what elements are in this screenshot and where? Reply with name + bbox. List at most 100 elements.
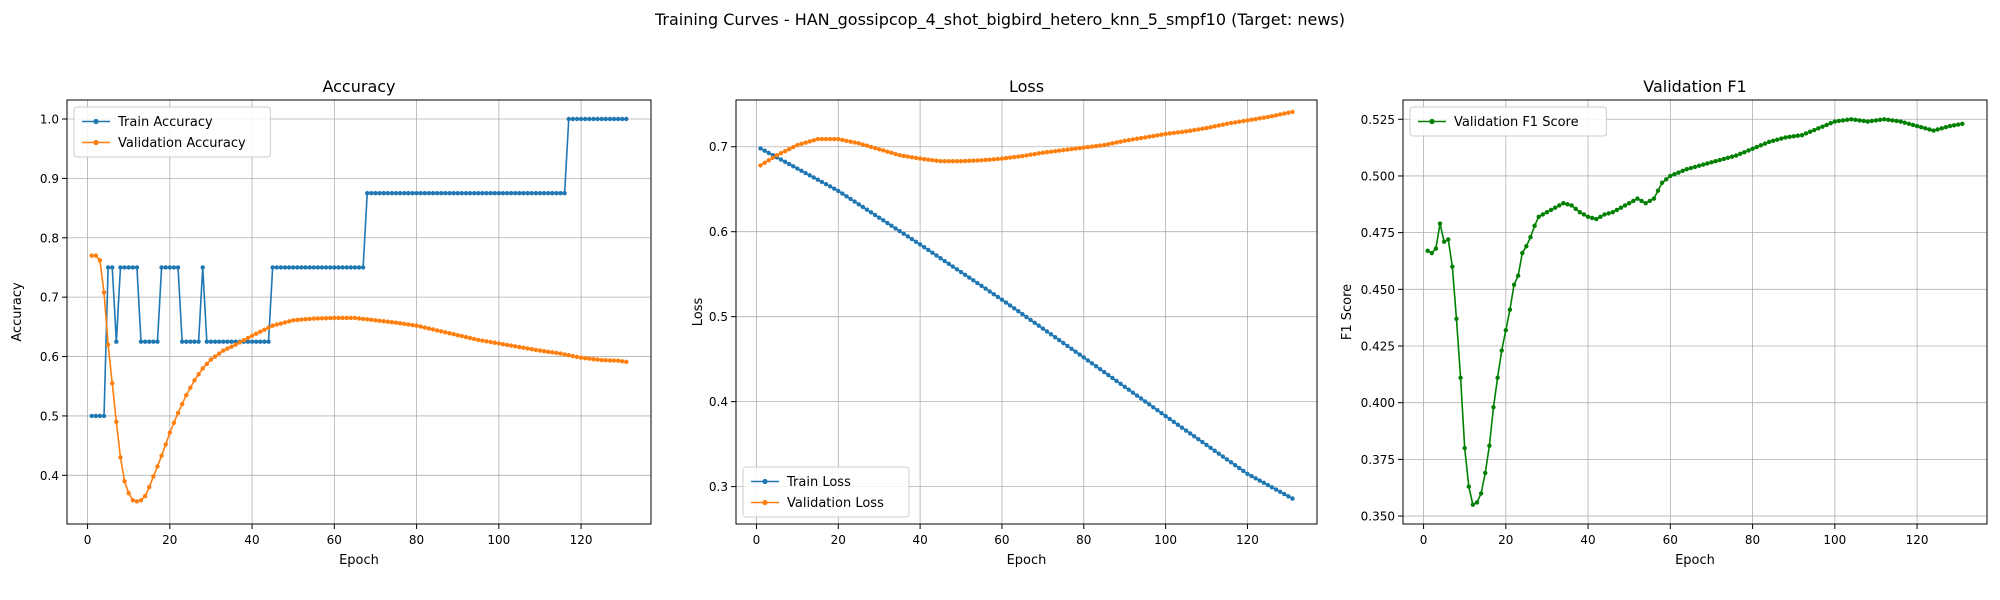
data-point [795, 166, 800, 171]
y-tick-label: 1.0 [40, 113, 59, 127]
data-point [1265, 114, 1271, 120]
data-point [868, 210, 874, 215]
data-point [836, 188, 841, 194]
data-point [245, 335, 251, 341]
data-point [340, 265, 345, 270]
data-point [782, 148, 788, 154]
data-point [1631, 198, 1636, 204]
data-point [566, 353, 571, 358]
data-point [979, 158, 984, 163]
data-point [1036, 323, 1041, 328]
data-point [1738, 151, 1743, 157]
data-point [1507, 307, 1513, 312]
data-point [1635, 196, 1640, 201]
data-point [1118, 381, 1123, 387]
data-point [786, 161, 792, 167]
data-point [1466, 484, 1472, 489]
data-point [1044, 329, 1050, 334]
data-point [537, 191, 543, 196]
data-point [1253, 476, 1258, 481]
data-point [184, 339, 189, 344]
data-point [975, 280, 980, 286]
data-point [1429, 250, 1434, 256]
data-point [1138, 396, 1144, 401]
data-point [319, 265, 325, 270]
data-point [93, 413, 98, 419]
data-point [1425, 248, 1430, 253]
y-tick-label: 0.6 [709, 225, 728, 239]
data-point [811, 175, 816, 180]
data-point [1791, 134, 1796, 139]
data-point [1261, 480, 1267, 486]
data-point [832, 186, 837, 191]
data-point [599, 116, 604, 122]
data-point [1163, 131, 1168, 137]
data-point [447, 331, 452, 336]
data-point [864, 143, 870, 148]
data-point [1159, 132, 1164, 137]
data-point [1692, 164, 1698, 170]
data-point [799, 168, 804, 173]
data-point [525, 191, 530, 196]
data-point [1187, 431, 1193, 436]
data-point [603, 358, 608, 363]
data-point [1511, 282, 1517, 287]
data-point [1269, 113, 1275, 119]
data-point [459, 191, 465, 196]
data-point [1627, 200, 1632, 206]
data-point [410, 191, 415, 196]
data-point [533, 191, 539, 196]
data-point [1803, 131, 1809, 136]
data-point [595, 116, 600, 122]
data-point [1282, 491, 1287, 497]
data-point [877, 215, 882, 220]
data-point [1783, 135, 1788, 140]
data-point [566, 116, 571, 122]
x-tick-label: 60 [1663, 533, 1678, 547]
data-point [558, 351, 563, 356]
data-point [930, 157, 935, 163]
data-point [521, 345, 526, 350]
data-point [1277, 489, 1283, 494]
data-point [803, 140, 808, 145]
data-point [1245, 118, 1250, 123]
data-point [1865, 119, 1870, 124]
data-point [414, 191, 419, 196]
data-point [344, 265, 349, 270]
data-point [1069, 346, 1074, 351]
data-point [1016, 309, 1021, 314]
data-point [1557, 203, 1562, 208]
data-point [426, 326, 432, 331]
data-point [216, 339, 222, 344]
data-point [1093, 143, 1099, 149]
data-point [1515, 273, 1521, 278]
data-point [1065, 343, 1070, 349]
data-point [885, 220, 890, 226]
data-point [439, 329, 444, 334]
data-point [1036, 151, 1041, 156]
data-point [1126, 387, 1131, 392]
data-point [1947, 123, 1953, 129]
data-point [1048, 149, 1054, 154]
data-point [1828, 121, 1833, 126]
data-point [1820, 124, 1825, 129]
data-point [922, 156, 927, 162]
data-point [163, 442, 168, 447]
data-point [1241, 468, 1246, 474]
data-point [1147, 134, 1152, 139]
data-point [1241, 118, 1246, 124]
data-point [1228, 460, 1234, 465]
chart-title: Validation F1 [1643, 77, 1746, 96]
chart-title: Accuracy [322, 77, 395, 96]
axes-frame [66, 99, 652, 525]
data-point [1142, 135, 1148, 140]
data-point [1536, 214, 1541, 219]
data-point [1470, 502, 1476, 507]
data-point [196, 339, 201, 344]
data-point [1577, 210, 1583, 215]
data-point [1787, 134, 1792, 140]
data-point [1224, 121, 1230, 126]
data-point [476, 191, 481, 196]
y-axis-label: F1 Score [1340, 284, 1355, 340]
data-point [299, 265, 304, 270]
